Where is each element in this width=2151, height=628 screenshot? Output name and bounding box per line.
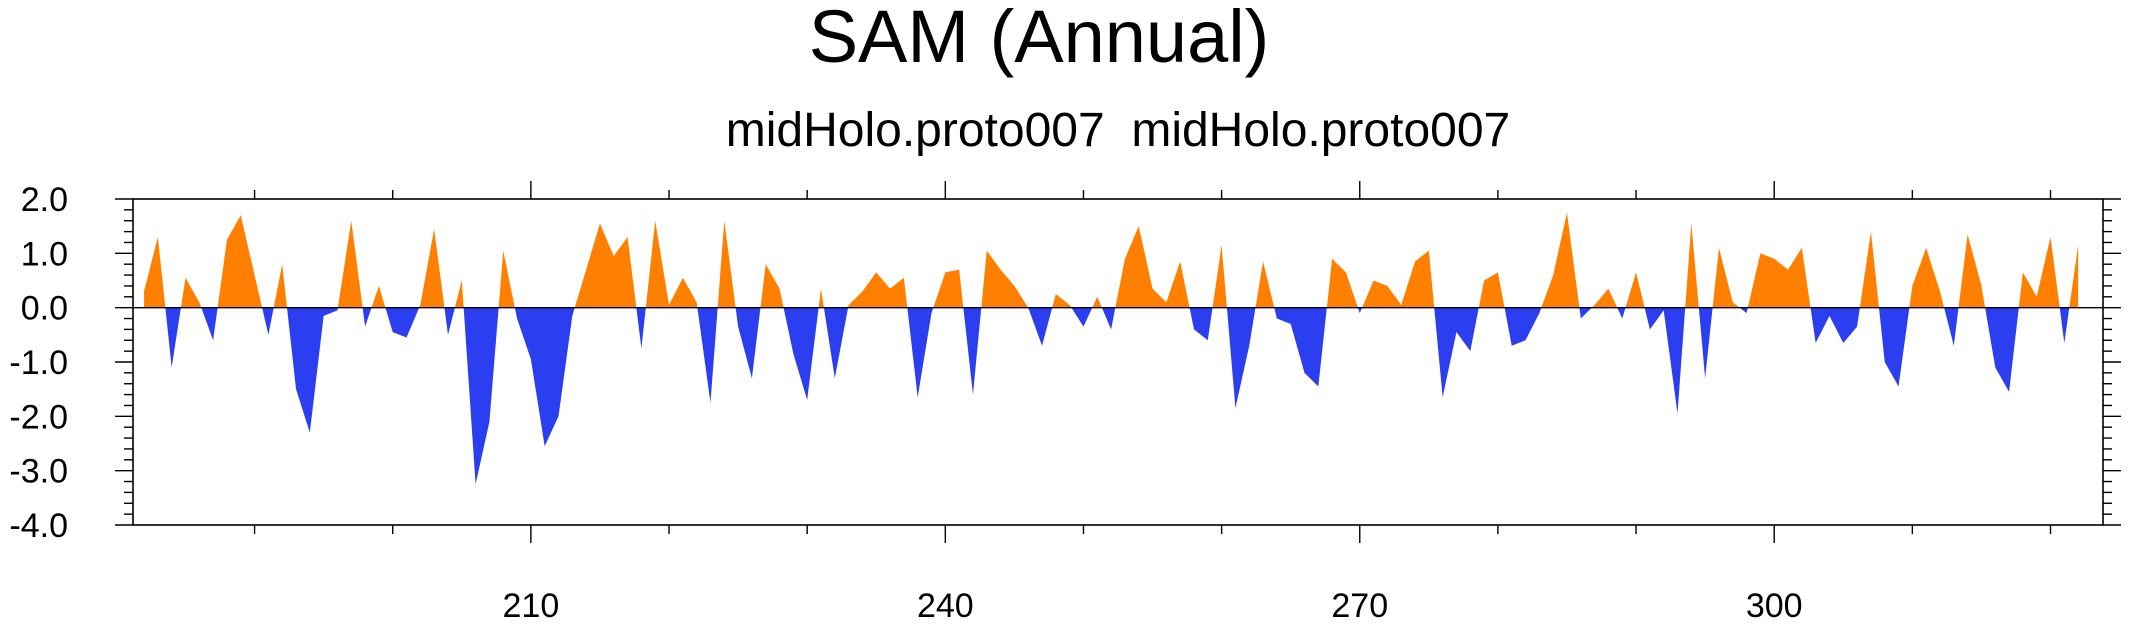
- positive-area: [144, 212, 2079, 308]
- y-tick-label: 0.0: [21, 290, 68, 328]
- y-tick-label: -1.0: [9, 344, 68, 382]
- negative-area: [144, 307, 2079, 485]
- y-tick-label: -2.0: [9, 398, 68, 436]
- chart-subtitle: midHolo.proto007 midHolo.proto007: [726, 104, 1510, 157]
- x-tick-label: 270: [1331, 587, 1388, 625]
- y-tick-label: 1.0: [21, 235, 68, 273]
- x-tick-label: 240: [917, 587, 974, 625]
- plot-frame: [132, 198, 2104, 526]
- y-tick-label: -3.0: [9, 453, 68, 491]
- y-tick-label: -4.0: [9, 507, 68, 545]
- y-tick-label: 2.0: [21, 181, 68, 219]
- x-tick-label: 300: [1746, 587, 1803, 625]
- x-tick-label: 210: [503, 587, 560, 625]
- chart-title: SAM (Annual): [809, 0, 1270, 78]
